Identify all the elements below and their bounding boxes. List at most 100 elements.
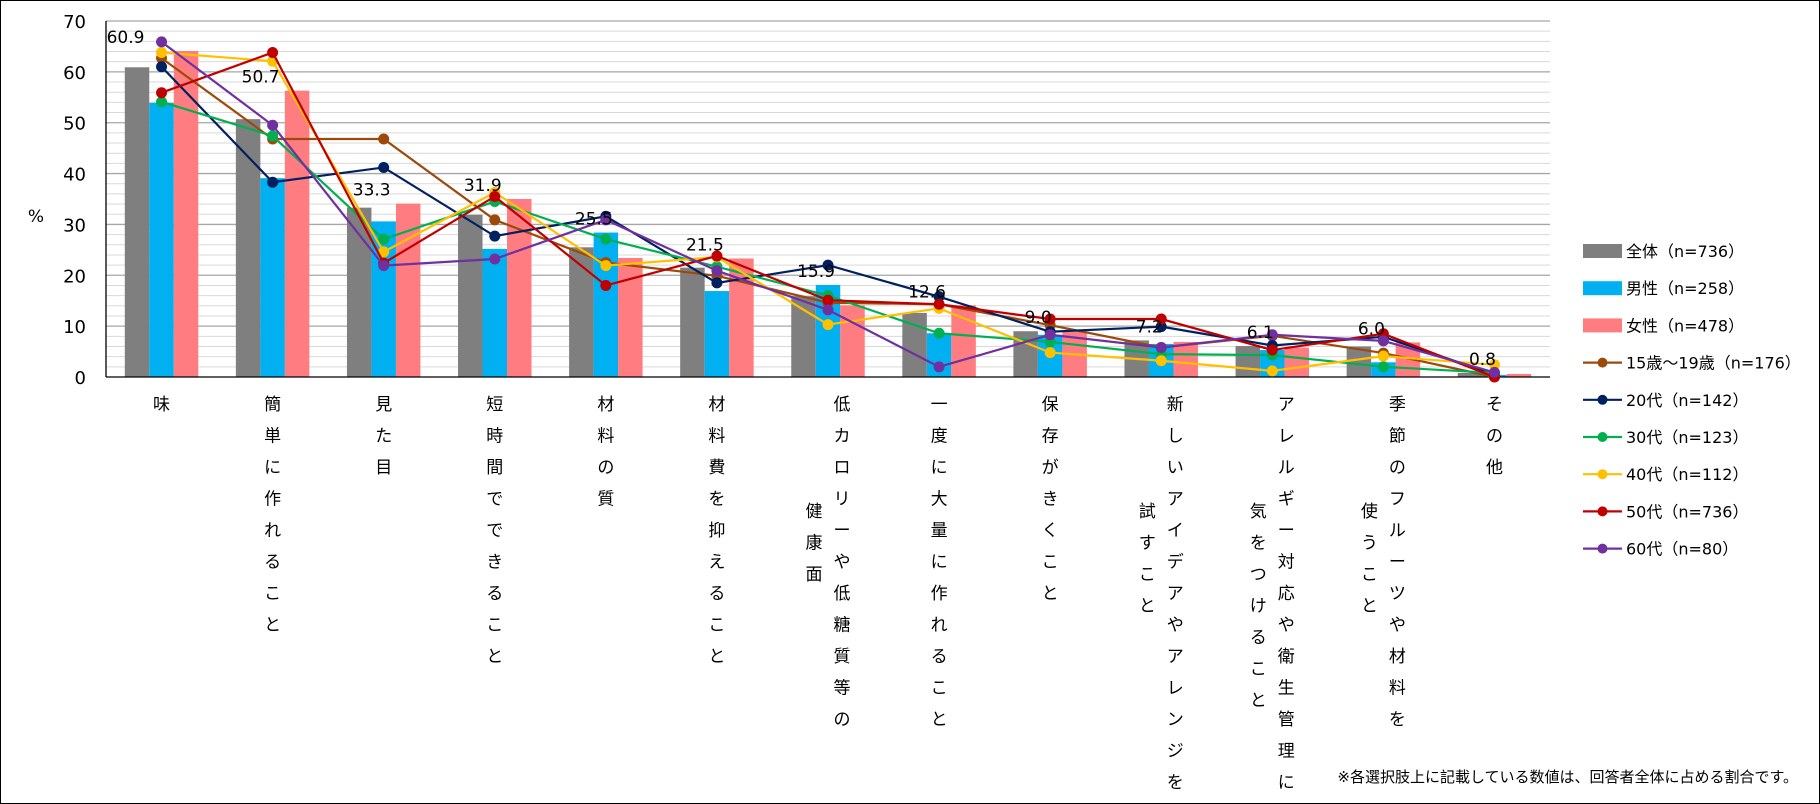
category-label-char: 味 — [153, 395, 170, 415]
category-label-char: ー — [834, 521, 851, 541]
category-label-char: 簡 — [264, 395, 281, 415]
series-marker — [156, 61, 168, 73]
category-label-char: ア — [1278, 395, 1295, 415]
bar — [569, 247, 594, 377]
series-marker — [489, 214, 501, 226]
bar — [791, 296, 816, 377]
series-marker — [822, 319, 834, 331]
category-label-char: 大 — [931, 490, 948, 510]
y-tick-label: 0 — [75, 368, 86, 389]
category-label-char: た — [375, 427, 392, 447]
series-marker — [933, 327, 945, 339]
category-label-char: 間 — [486, 458, 503, 478]
legend-marker — [1597, 506, 1608, 517]
category-label-char: ア — [1167, 490, 1184, 510]
y-tick-label: 10 — [63, 317, 86, 338]
series-marker — [267, 47, 279, 59]
y-tick-label: 50 — [63, 114, 86, 135]
legend-label: 15歳～19歳（n=176） — [1626, 354, 1801, 373]
series-marker — [1377, 350, 1389, 362]
y-tick-label: 60 — [63, 63, 86, 84]
category-label-char: そ — [1486, 395, 1503, 415]
category-label-char: 単 — [264, 427, 281, 447]
y-tick-label: 30 — [63, 215, 86, 236]
series-marker — [822, 294, 834, 306]
category-label-char: や — [834, 553, 851, 573]
category-label-char: こ — [1250, 660, 1267, 680]
category-label-char: 理 — [1278, 742, 1295, 762]
data-labels: 60.9 50.7 33.3 31.9 25.5 21.5 15.9 12.6 9.0 7.2 6.… — [107, 28, 1496, 370]
category-label-char: 質 — [834, 647, 851, 667]
category-label-char: 存 — [1042, 427, 1059, 447]
category-label-char: や — [1167, 616, 1184, 636]
bar — [149, 102, 174, 377]
category-label-char: 康 — [806, 534, 823, 554]
category-label-char: 材 — [708, 395, 725, 415]
series-marker — [933, 361, 945, 373]
series-marker — [489, 253, 501, 265]
category-label-char: に — [931, 458, 948, 478]
category-label-char: と — [264, 616, 281, 636]
data-label: 33.3 — [353, 181, 391, 201]
category-label-char: レ — [1167, 679, 1184, 699]
category-label-char: う — [1361, 534, 1378, 554]
category-label-char: 面 — [806, 565, 823, 585]
series-marker — [600, 214, 612, 226]
category-label-char: と — [1361, 597, 1378, 617]
series-marker — [156, 36, 168, 48]
legend-label: 50代（n=736） — [1626, 502, 1748, 521]
category-label-char: 他 — [1486, 458, 1503, 478]
category-label-char: 衛 — [1278, 647, 1295, 667]
bar — [395, 203, 421, 377]
category-label-char: 費 — [708, 458, 725, 478]
data-label: 9.0 — [1025, 308, 1052, 328]
category-label-char: ー — [1278, 521, 1295, 541]
bar — [593, 232, 619, 377]
series-marker — [1155, 342, 1167, 354]
category-label-char: る — [708, 584, 725, 604]
category-label-char: 応 — [1278, 584, 1295, 604]
data-label: 21.5 — [686, 236, 724, 256]
category-label-char: ー — [1389, 553, 1406, 573]
y-axis-label: % — [28, 207, 44, 227]
category-label-char: 保 — [1042, 395, 1059, 415]
series-marker — [1266, 329, 1278, 341]
data-label: 6.0 — [1358, 319, 1385, 339]
axes: 0 10 20 30 40 50 60 70 — [63, 12, 1550, 389]
category-label-char: 時 — [486, 427, 503, 447]
category-label-char: ア — [1167, 647, 1184, 667]
legend-marker — [1597, 394, 1608, 405]
category-label-char: け — [1250, 597, 1267, 617]
category-label-char: 健 — [806, 502, 823, 522]
bar — [1284, 347, 1310, 377]
category-label-char: ツ — [1389, 584, 1406, 604]
series-marker — [600, 233, 612, 245]
category-label-char: 量 — [931, 521, 948, 541]
category-label-char: 作 — [264, 490, 281, 510]
legend-item: 60代（n=80） — [1583, 540, 1738, 559]
category-label-char: で — [486, 521, 503, 541]
category-label-char: を — [1389, 710, 1406, 730]
bar — [1013, 331, 1038, 377]
series-marker — [1377, 335, 1389, 347]
bar — [1235, 345, 1261, 377]
bar — [1457, 372, 1483, 377]
bar — [840, 305, 865, 377]
series-marker — [156, 96, 168, 108]
data-label: 50.7 — [242, 68, 280, 88]
series-marker — [933, 291, 945, 303]
series-marker — [1155, 321, 1167, 333]
category-label-char: 低 — [834, 395, 851, 415]
series-marker — [711, 277, 723, 289]
bar — [902, 312, 927, 377]
bar — [173, 51, 199, 378]
category-label-char: 作 — [931, 584, 948, 604]
series-marker — [1266, 365, 1278, 377]
category-label-char: き — [486, 553, 503, 573]
series-marker — [600, 279, 612, 291]
category-label-char: こ — [1361, 565, 1378, 585]
category-label-char: ン — [1167, 710, 1184, 730]
legend-item: 30代（n=123） — [1583, 428, 1748, 447]
data-label: 31.9 — [464, 176, 502, 196]
